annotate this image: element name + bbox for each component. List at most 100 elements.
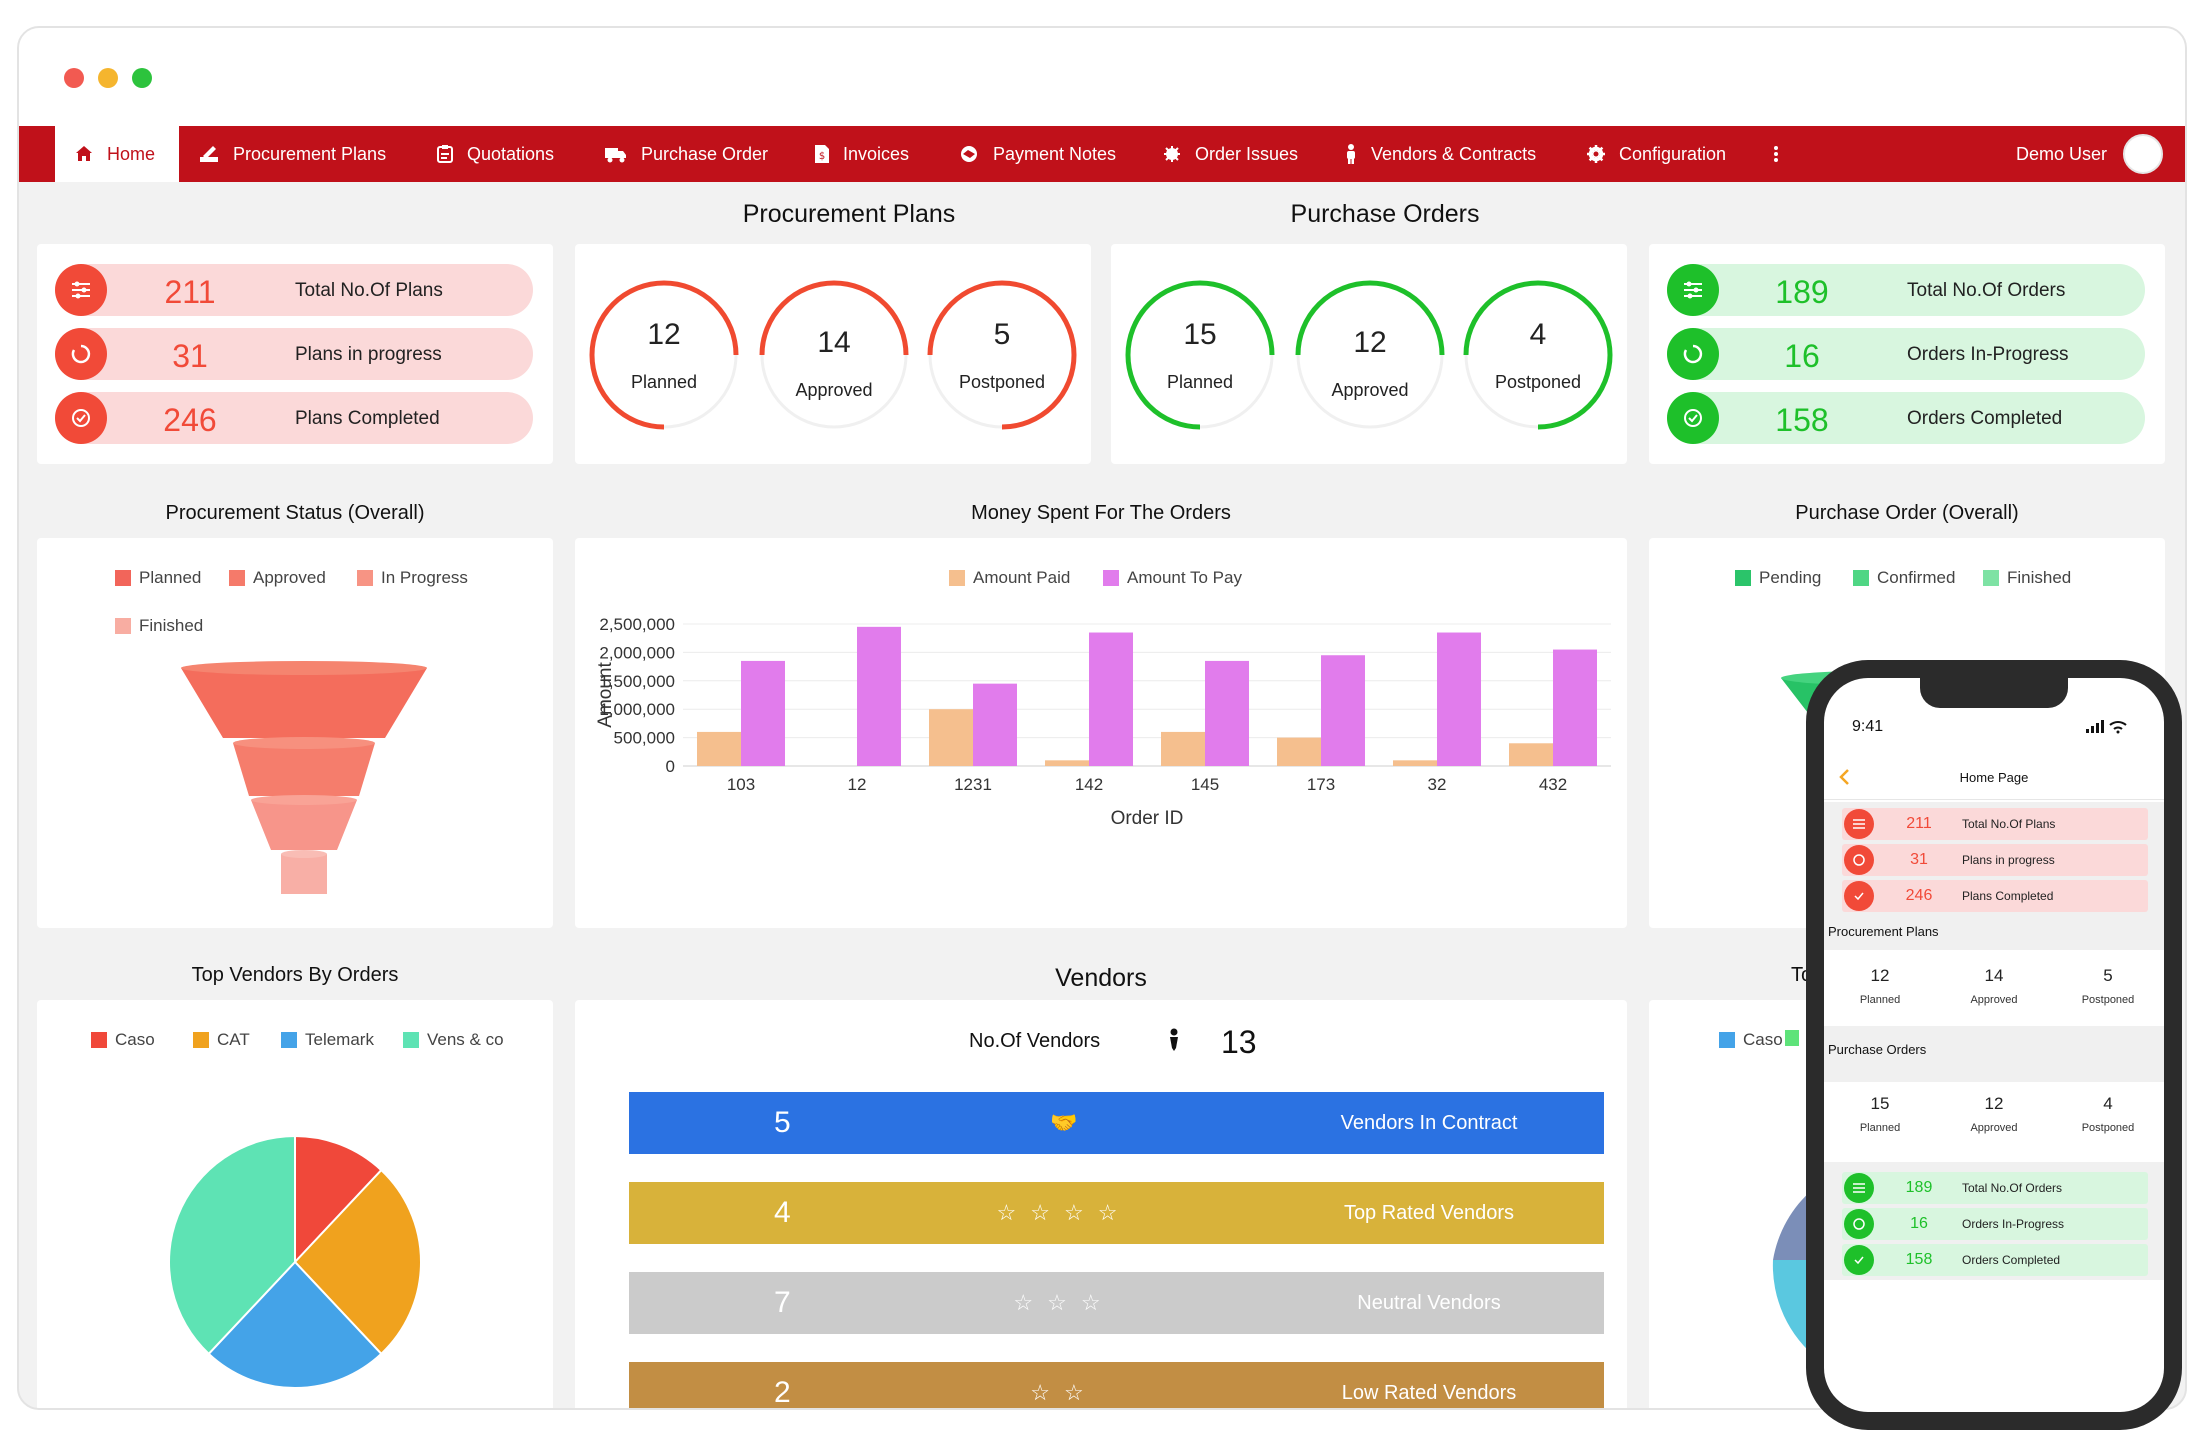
total-plans-pill[interactable]: 211 Total No.Of Plans <box>55 264 533 316</box>
phone-plans-completed[interactable]: 246 Plans Completed <box>1842 880 2148 912</box>
close-window-button[interactable] <box>64 68 84 88</box>
pie-slice-cat[interactable] <box>293 1168 422 1356</box>
avatar[interactable] <box>2123 134 2163 174</box>
legend-amount-to-pay[interactable]: Amount To Pay <box>1103 568 1242 588</box>
legend-in-progress[interactable]: In Progress <box>357 568 468 588</box>
total-orders-pill[interactable]: 189 Total No.Of Orders <box>1667 264 2145 316</box>
plans-planned-ring[interactable]: 12 Planned <box>589 280 739 430</box>
plans-completed-pill[interactable]: 246 Plans Completed <box>55 392 533 444</box>
phone-plans-planned[interactable]: 12 Planned <box>1830 966 1930 1006</box>
legend-swatch <box>281 1032 297 1048</box>
legend-telemark[interactable]: Telemark <box>281 1030 374 1050</box>
nav-quotations-label: Quotations <box>467 143 555 164</box>
person-icon <box>1347 144 1355 164</box>
legend-order-finished[interactable]: Finished <box>1983 568 2071 588</box>
legend-confirmed[interactable]: Confirmed <box>1853 568 1955 588</box>
purchase-order-overall-title: Purchase Order (Overall) <box>1795 502 2019 524</box>
phone-orders-in-progress[interactable]: 16 Orders In-Progress <box>1842 1208 2148 1240</box>
phone-orders-completed[interactable]: 158 Orders Completed <box>1842 1244 2148 1276</box>
legend-swatch <box>1735 570 1751 586</box>
phone-total-orders[interactable]: 189 Total No.Of Orders <box>1842 1172 2148 1204</box>
minimize-window-button[interactable] <box>98 68 118 88</box>
low-rated-vendors-bar[interactable]: 2 ☆☆ Low Rated Vendors <box>629 1362 1604 1408</box>
legend-caso-right[interactable]: Caso <box>1719 1030 1783 1050</box>
nav-purchase-order[interactable]: Purchase Order <box>605 126 768 182</box>
phone-plans-stats: 12 Planned 14 Approved 5 Postponed <box>1824 950 2164 1026</box>
phone-header: Home Page <box>1824 756 2164 800</box>
nav-configuration[interactable]: Configuration <box>1587 126 1726 182</box>
phone-orders-postponed[interactable]: 4 Postponed <box>2058 1094 2158 1134</box>
legend-pending[interactable]: Pending <box>1735 568 1821 588</box>
phone-orders-planned[interactable]: 15 Planned <box>1830 1094 1930 1134</box>
phone-total-plans[interactable]: 211 Total No.Of Plans <box>1842 808 2148 840</box>
bar-amount-to-pay[interactable] <box>1089 632 1133 766</box>
plans-approved-value: 14 <box>817 326 851 359</box>
plans-postponed-ring[interactable]: 5 Postponed <box>927 280 1077 430</box>
bar-amount-to-pay[interactable] <box>1437 632 1481 766</box>
orders-planned-ring[interactable]: 15 Planned <box>1125 280 1275 430</box>
orders-completed-pill[interactable]: 158 Orders Completed <box>1667 392 2145 444</box>
funnel-approved[interactable] <box>233 737 375 796</box>
bar-amount-to-pay[interactable] <box>1205 660 1249 766</box>
nav-home[interactable]: Home <box>55 126 179 182</box>
orders-in-progress-pill[interactable]: 16 Orders In-Progress <box>1667 328 2145 380</box>
plans-in-progress-pill[interactable]: 31 Plans in progress <box>55 328 533 380</box>
bar-amount-to-pay[interactable] <box>1321 655 1365 766</box>
funnel-in-progress[interactable] <box>251 795 357 850</box>
funnel-finished[interactable] <box>281 850 327 894</box>
total-orders-value: 189 <box>1775 274 1829 310</box>
svg-text:$: $ <box>819 151 825 162</box>
bar-amount-to-pay[interactable] <box>857 626 901 766</box>
back-chevron-icon[interactable] <box>1838 768 1850 786</box>
bar-amount-to-pay[interactable] <box>741 660 785 766</box>
legend-amount-paid-label: Amount Paid <box>973 568 1071 587</box>
legend-amount-paid[interactable]: Amount Paid <box>949 568 1070 588</box>
vendors-in-contract-bar[interactable]: 5 🤝 Vendors In Contract <box>629 1092 1604 1154</box>
phone-plans-postponed[interactable]: 5 Postponed <box>2058 966 2158 1006</box>
star-icon: ☆☆☆☆ <box>996 1200 1132 1225</box>
bar-amount-paid[interactable] <box>929 709 973 766</box>
legend-approved[interactable]: Approved <box>229 568 326 588</box>
pie-slice-vens-co[interactable] <box>168 1134 296 1356</box>
more-menu-button[interactable] <box>1773 126 1793 182</box>
nav-vendors-contracts[interactable]: Vendors & Contracts <box>1345 126 1536 182</box>
nav-procurement-plans[interactable]: Procurement Plans <box>199 126 386 182</box>
total-plans-value: 211 <box>164 274 216 310</box>
funnel-planned[interactable] <box>181 661 427 738</box>
legend-planned[interactable]: Planned <box>115 568 201 588</box>
orders-planned-value: 15 <box>1183 318 1217 351</box>
nav-order-issues[interactable]: Order Issues <box>1163 126 1298 182</box>
bar-amount-to-pay[interactable] <box>1553 649 1597 766</box>
phone-plans-in-progress[interactable]: 31 Plans in progress <box>1842 844 2148 876</box>
legend-finished[interactable]: Finished <box>115 616 203 636</box>
bar-amount-paid[interactable] <box>1045 760 1089 766</box>
nav-quotations[interactable]: Quotations <box>437 126 554 182</box>
nav-payment-notes[interactable]: Payment Notes <box>959 126 1116 182</box>
bar-amount-to-pay[interactable] <box>973 683 1017 766</box>
nav-invoices[interactable]: $ Invoices <box>815 126 909 182</box>
orders-approved-ring[interactable]: 12 Approved <box>1295 280 1445 430</box>
legend-cat[interactable]: CAT <box>193 1030 250 1050</box>
bar-amount-paid[interactable] <box>1161 731 1205 766</box>
phone-screen: 9:41 Home Page 211 Total No.Of Plans 31 Pl… <box>1824 678 2164 1412</box>
legend-swatch <box>1853 570 1869 586</box>
user-menu[interactable]: Demo User <box>2016 134 2163 174</box>
plans-approved-ring[interactable]: 14 Approved <box>759 280 909 430</box>
legend-vens-co[interactable]: Vens & co <box>403 1030 504 1050</box>
neutral-vendors-bar[interactable]: 7 ☆☆☆ Neutral Vendors <box>629 1272 1604 1334</box>
bar-amount-paid[interactable] <box>1509 743 1553 766</box>
phone-orders-approved[interactable]: 12 Approved <box>1944 1094 2044 1134</box>
phone-plans-approved[interactable]: 14 Approved <box>1944 966 2044 1006</box>
top-rated-vendors-bar[interactable]: 4 ☆☆☆☆ Top Rated Vendors <box>629 1182 1604 1244</box>
pie-slice-caso[interactable] <box>294 1134 383 1265</box>
bar-amount-paid[interactable] <box>1393 760 1437 766</box>
legend-caso[interactable]: Caso <box>91 1030 155 1050</box>
bar-amount-paid[interactable] <box>697 731 741 766</box>
check-circle-icon <box>1844 1245 1874 1275</box>
progress-circle-icon <box>55 328 107 380</box>
pie-slice-telemark[interactable] <box>207 1260 383 1389</box>
check-circle-icon <box>1667 392 1719 444</box>
maximize-window-button[interactable] <box>132 68 152 88</box>
orders-postponed-ring[interactable]: 4 Postponed <box>1463 280 1613 430</box>
bar-amount-paid[interactable] <box>1277 737 1321 766</box>
